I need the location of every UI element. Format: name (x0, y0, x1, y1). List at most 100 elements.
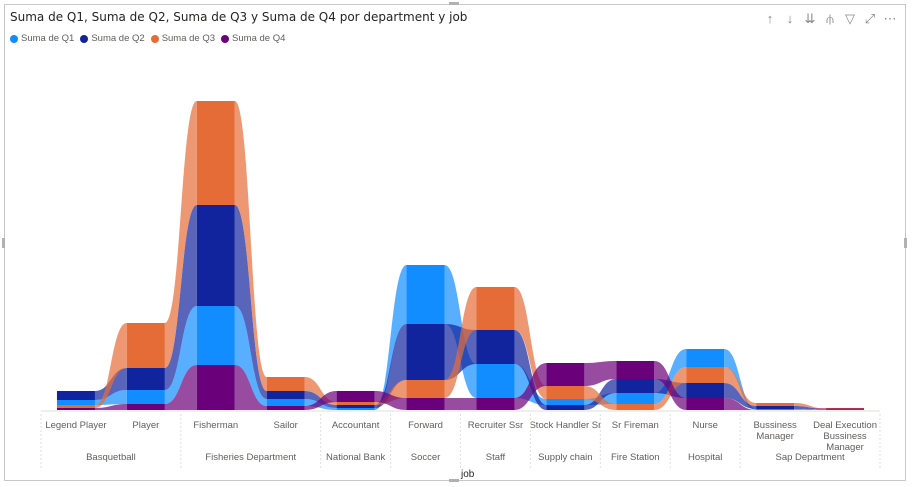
legend-item[interactable]: Suma de Q1 (10, 33, 74, 44)
filter-icon[interactable]: ▽ (845, 11, 855, 26)
bar-segment[interactable] (266, 391, 305, 399)
bar-segment[interactable] (546, 363, 585, 386)
ribbon-suma-de-q3[interactable] (584, 386, 617, 410)
ribbon-chart-visual[interactable]: Suma de Q1, Suma de Q2, Suma de Q3 y Sum… (2, 2, 907, 482)
bar-segment[interactable] (336, 405, 375, 408)
bar-segment[interactable] (616, 404, 655, 410)
ribbon-suma-de-q4[interactable] (444, 398, 477, 410)
ribbon-suma-de-q2[interactable] (164, 205, 197, 390)
bar-segment[interactable] (686, 383, 725, 398)
bar-segment[interactable] (546, 399, 585, 405)
bar-segment[interactable] (126, 323, 165, 368)
bar-segment[interactable] (546, 405, 585, 410)
ribbon-suma-de-q2[interactable] (374, 324, 407, 408)
resize-handle-left[interactable] (2, 238, 5, 248)
ribbon-suma-de-q2[interactable] (794, 406, 827, 410)
ribbon-suma-de-q3[interactable] (304, 377, 337, 405)
bar-segment[interactable] (756, 403, 795, 406)
bar-segment[interactable] (126, 368, 165, 390)
bar-segment[interactable] (266, 377, 305, 391)
bar-segment[interactable] (336, 408, 375, 410)
ribbon-suma-de-q4[interactable] (234, 365, 267, 410)
bar-segment[interactable] (476, 398, 515, 410)
bar-segment[interactable] (406, 398, 445, 410)
bar-segment[interactable] (56, 408, 95, 410)
drill-down-icon[interactable]: ↓ (786, 11, 794, 26)
bar-segment[interactable] (686, 349, 725, 367)
bar-segment[interactable] (826, 408, 865, 410)
bar-segment[interactable] (126, 404, 165, 410)
bar-segment[interactable] (56, 391, 95, 400)
ribbon-suma-de-q4[interactable] (304, 391, 337, 410)
bar-segment[interactable] (126, 390, 165, 404)
legend-item[interactable]: Suma de Q4 (221, 33, 285, 44)
bar-segment[interactable] (686, 367, 725, 383)
bar-segment[interactable] (616, 361, 655, 379)
ribbon-suma-de-q1[interactable] (374, 265, 407, 410)
legend-item[interactable]: Suma de Q2 (80, 33, 145, 44)
ribbon-suma-de-q3[interactable] (234, 101, 267, 391)
bar-segment[interactable] (196, 205, 235, 306)
ribbon-suma-de-q3[interactable] (374, 380, 407, 405)
bar-segment[interactable] (826, 409, 865, 410)
drill-up-icon[interactable]: ↑ (766, 11, 774, 26)
ribbon-suma-de-q4[interactable] (164, 365, 197, 410)
bar-segment[interactable] (196, 101, 235, 205)
ribbon-suma-de-q3[interactable] (94, 323, 127, 408)
ribbon-suma-de-q3[interactable] (444, 287, 477, 398)
focus-mode-icon[interactable]: ⤢ (864, 11, 876, 26)
bar-segment[interactable] (336, 391, 375, 402)
x-tick-label-job: Sr Fireman (612, 420, 659, 431)
expand-next-level-icon[interactable]: ⇊ (804, 11, 816, 26)
ribbon-suma-de-q1[interactable] (164, 306, 197, 404)
bar-segment[interactable] (56, 405, 95, 408)
bar-segment[interactable] (56, 400, 95, 405)
ribbon-suma-de-q2[interactable] (234, 205, 267, 399)
ribbon-suma-de-q4[interactable] (654, 361, 687, 410)
ribbon-suma-de-q4[interactable] (724, 398, 757, 410)
bar-segment[interactable] (476, 330, 515, 364)
expand-all-icon[interactable]: ⫛ (826, 11, 834, 26)
bar-segment[interactable] (406, 380, 445, 398)
bar-segment[interactable] (686, 398, 725, 410)
ribbon-suma-de-q4[interactable] (584, 361, 617, 386)
ribbon-suma-de-q2[interactable] (724, 383, 757, 409)
bar-segment[interactable] (266, 406, 305, 410)
bar-segment[interactable] (336, 402, 375, 405)
bar-segment[interactable] (826, 409, 865, 411)
resize-handle-right[interactable] (904, 238, 907, 248)
bar-segment[interactable] (476, 287, 515, 330)
ribbon-suma-de-q2[interactable] (584, 379, 617, 410)
ribbon-suma-de-q4[interactable] (794, 408, 827, 410)
ribbon-suma-de-q3[interactable] (164, 101, 197, 368)
ribbon-suma-de-q1[interactable] (234, 306, 267, 406)
bars (56, 101, 865, 411)
ribbon-suma-de-q4[interactable] (514, 363, 547, 410)
ribbon-suma-de-q3[interactable] (794, 403, 827, 409)
bar-segment[interactable] (406, 324, 445, 380)
ribbon-suma-de-q4[interactable] (374, 391, 407, 410)
bar-segment[interactable] (546, 386, 585, 399)
bar-segment[interactable] (616, 379, 655, 393)
bar-segment[interactable] (616, 393, 655, 404)
bar-segment[interactable] (826, 408, 865, 409)
resize-handle-bottom[interactable] (449, 479, 459, 482)
ribbon-suma-de-q1[interactable] (794, 409, 827, 410)
legend-dot-icon (150, 34, 159, 43)
bar-segment[interactable] (406, 265, 445, 324)
ribbon-suma-de-q2[interactable] (514, 330, 547, 410)
bar-segment[interactable] (756, 409, 795, 410)
bar-segment[interactable] (476, 364, 515, 398)
bar-segment[interactable] (266, 399, 305, 406)
x-tick-label-job: Bussiness Manager (753, 420, 797, 442)
bar-segment[interactable] (196, 306, 235, 365)
ribbon-suma-de-q4[interactable] (94, 404, 127, 410)
more-options-icon[interactable]: ⋯ (883, 11, 897, 26)
resize-handle-top[interactable] (449, 2, 459, 5)
ribbon-suma-de-q3[interactable] (514, 287, 547, 399)
ribbon-suma-de-q3[interactable] (724, 367, 757, 406)
bar-segment[interactable] (756, 406, 795, 409)
bar-segment[interactable] (196, 365, 235, 410)
legend-item[interactable]: Suma de Q3 (150, 33, 215, 44)
ribbon-suma-de-q1[interactable] (724, 349, 757, 410)
